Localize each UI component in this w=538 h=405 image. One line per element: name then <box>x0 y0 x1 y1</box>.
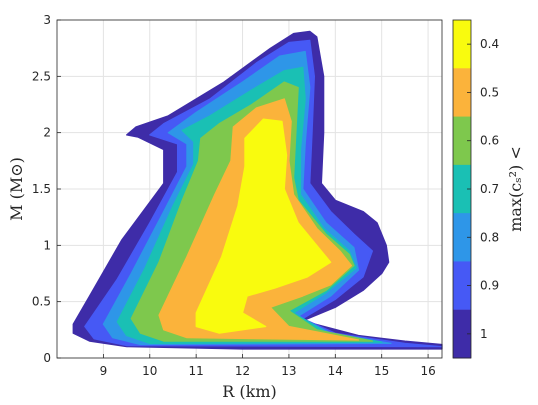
x-tick-label: 16 <box>420 364 435 378</box>
y-tick-label: 2.5 <box>32 69 51 83</box>
y-axis: 0 0.5 1 1.5 2 2.5 3 <box>32 13 61 365</box>
y-tick-label: 0 <box>43 351 51 365</box>
x-tick-label: 14 <box>328 364 343 378</box>
colorbar-tick-label: 0.9 <box>480 279 499 293</box>
x-tick-label: 10 <box>142 364 157 378</box>
colorbar-tick-label: 0.5 <box>480 85 499 99</box>
y-tick-label: 0.5 <box>32 295 51 309</box>
y-axis-label: M (M⊙) <box>7 157 26 221</box>
region-max-cs2-0_4 <box>195 118 332 334</box>
y-tick-label: 1 <box>43 238 51 252</box>
x-tick-label: 9 <box>100 364 108 378</box>
x-axis-label: R (km) <box>222 382 276 401</box>
colorbar-tick-label: 1 <box>480 327 488 341</box>
x-axis: 9 10 11 12 13 14 15 16 <box>100 354 436 378</box>
colorbar-label: max(cₛ²) < <box>506 146 525 231</box>
colorbar-tick-label: 0.7 <box>480 182 499 196</box>
colorbar-swatch-5 <box>453 261 471 311</box>
colorbar-swatch-0 <box>453 20 471 69</box>
colorbar-swatch-1 <box>453 68 471 118</box>
x-tick-label: 13 <box>281 364 296 378</box>
colorbar-swatch-6 <box>453 309 471 359</box>
y-tick-label: 3 <box>43 13 51 27</box>
y-tick-label: 1.5 <box>32 182 51 196</box>
x-tick-label: 11 <box>189 364 204 378</box>
colorbar-tick-label: 0.8 <box>480 230 499 244</box>
x-tick-label: 15 <box>374 364 389 378</box>
colorbar-tick-label: 0.4 <box>480 37 499 51</box>
colorbar: 0.4 0.5 0.6 0.7 0.8 0.9 1 <box>452 19 499 359</box>
colorbar-swatch-3 <box>453 164 471 214</box>
y-tick-label: 2 <box>43 126 51 140</box>
colorbar-tick-label: 0.6 <box>480 134 499 148</box>
colorbar-swatch-2 <box>453 116 471 166</box>
x-tick-label: 12 <box>235 364 250 378</box>
colorbar-swatch-4 <box>453 213 471 262</box>
